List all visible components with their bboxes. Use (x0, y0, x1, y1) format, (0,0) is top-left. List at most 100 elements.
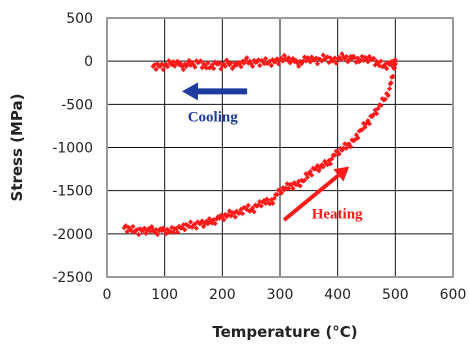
data-point (332, 152, 338, 158)
heating-arrow-head (333, 166, 350, 182)
data-point (333, 60, 339, 66)
data-point (257, 62, 263, 69)
cooling-arrow (181, 82, 248, 101)
data-point (390, 73, 396, 80)
data-point (232, 214, 238, 220)
data-point (291, 58, 298, 65)
data-point (229, 65, 236, 72)
data-point (245, 60, 251, 66)
data-point (343, 145, 349, 151)
data-point (274, 191, 280, 198)
data-point (309, 172, 315, 178)
data-point (170, 59, 176, 65)
data-point (339, 147, 345, 153)
data-point (386, 86, 393, 92)
data-point (275, 61, 282, 67)
data-point (320, 52, 326, 58)
data-point (264, 60, 270, 67)
data-point (384, 90, 390, 97)
data-point (313, 166, 319, 172)
data-point (382, 61, 388, 67)
data-point (250, 205, 256, 211)
y-tick-labels: 500 0 -500 -1000 -1500 -2000 -2500 (52, 11, 93, 286)
data-point (303, 58, 309, 64)
y-tick-label: -2500 (52, 270, 93, 286)
x-tick-label: 500 (382, 287, 409, 303)
data-point (353, 59, 360, 65)
data-point (329, 156, 335, 162)
data-point (373, 111, 380, 117)
data-point (375, 106, 381, 112)
data-point (327, 161, 334, 167)
y-tick-label: 500 (66, 11, 93, 27)
data-point (290, 185, 296, 192)
data-points (121, 51, 398, 238)
data-point (335, 149, 341, 155)
data-point (193, 58, 199, 64)
data-point (245, 202, 251, 208)
data-point (382, 96, 388, 102)
data-point (348, 144, 354, 150)
x-tick-label: 0 (103, 287, 112, 303)
data-point (345, 59, 351, 65)
data-point (130, 223, 136, 230)
data-point (248, 61, 254, 67)
data-point (319, 162, 325, 168)
data-point (316, 56, 322, 62)
data-point (180, 222, 187, 228)
data-point (386, 62, 393, 68)
data-point (297, 58, 303, 64)
data-point (362, 124, 368, 130)
data-point (188, 62, 194, 68)
data-point (175, 229, 181, 235)
x-tick-label: 200 (209, 287, 236, 303)
data-point (212, 59, 218, 65)
data-point (385, 92, 391, 99)
x-tick-label: 300 (267, 287, 294, 303)
data-point (301, 177, 308, 183)
data-point (286, 55, 292, 61)
data-point (296, 63, 302, 69)
data-point (317, 164, 323, 170)
data-point (388, 80, 394, 86)
data-point (182, 227, 188, 233)
data-point (335, 55, 341, 62)
data-point (203, 65, 210, 71)
data-point (346, 56, 352, 63)
data-point (359, 53, 365, 60)
heating-arrow (282, 166, 350, 222)
data-point (160, 66, 166, 73)
data-point (213, 61, 220, 67)
data-point (281, 52, 287, 58)
data-point (304, 174, 310, 181)
data-point (361, 120, 367, 126)
data-point (186, 57, 192, 64)
data-point (368, 56, 374, 62)
x-tick-label: 600 (440, 287, 467, 303)
data-point (224, 57, 230, 63)
data-point (359, 127, 365, 133)
data-point (264, 196, 270, 202)
data-point (183, 63, 189, 70)
y-tick-label: -1500 (52, 184, 93, 200)
data-point (258, 203, 264, 209)
data-point (329, 58, 335, 64)
data-point (297, 183, 303, 189)
data-point (372, 62, 378, 68)
data-point (239, 58, 246, 64)
heating-arrow-shaft (282, 173, 340, 222)
data-point (166, 58, 172, 64)
data-point (251, 209, 257, 215)
x-tick-label: 100 (151, 287, 178, 303)
data-point (320, 164, 326, 170)
data-point (355, 135, 361, 141)
data-point (349, 55, 355, 62)
data-point (212, 221, 218, 227)
data-point (336, 151, 342, 157)
data-point (218, 66, 224, 72)
data-point (365, 59, 371, 65)
data-point (136, 231, 142, 238)
data-point (206, 65, 212, 71)
data-point (268, 197, 274, 203)
